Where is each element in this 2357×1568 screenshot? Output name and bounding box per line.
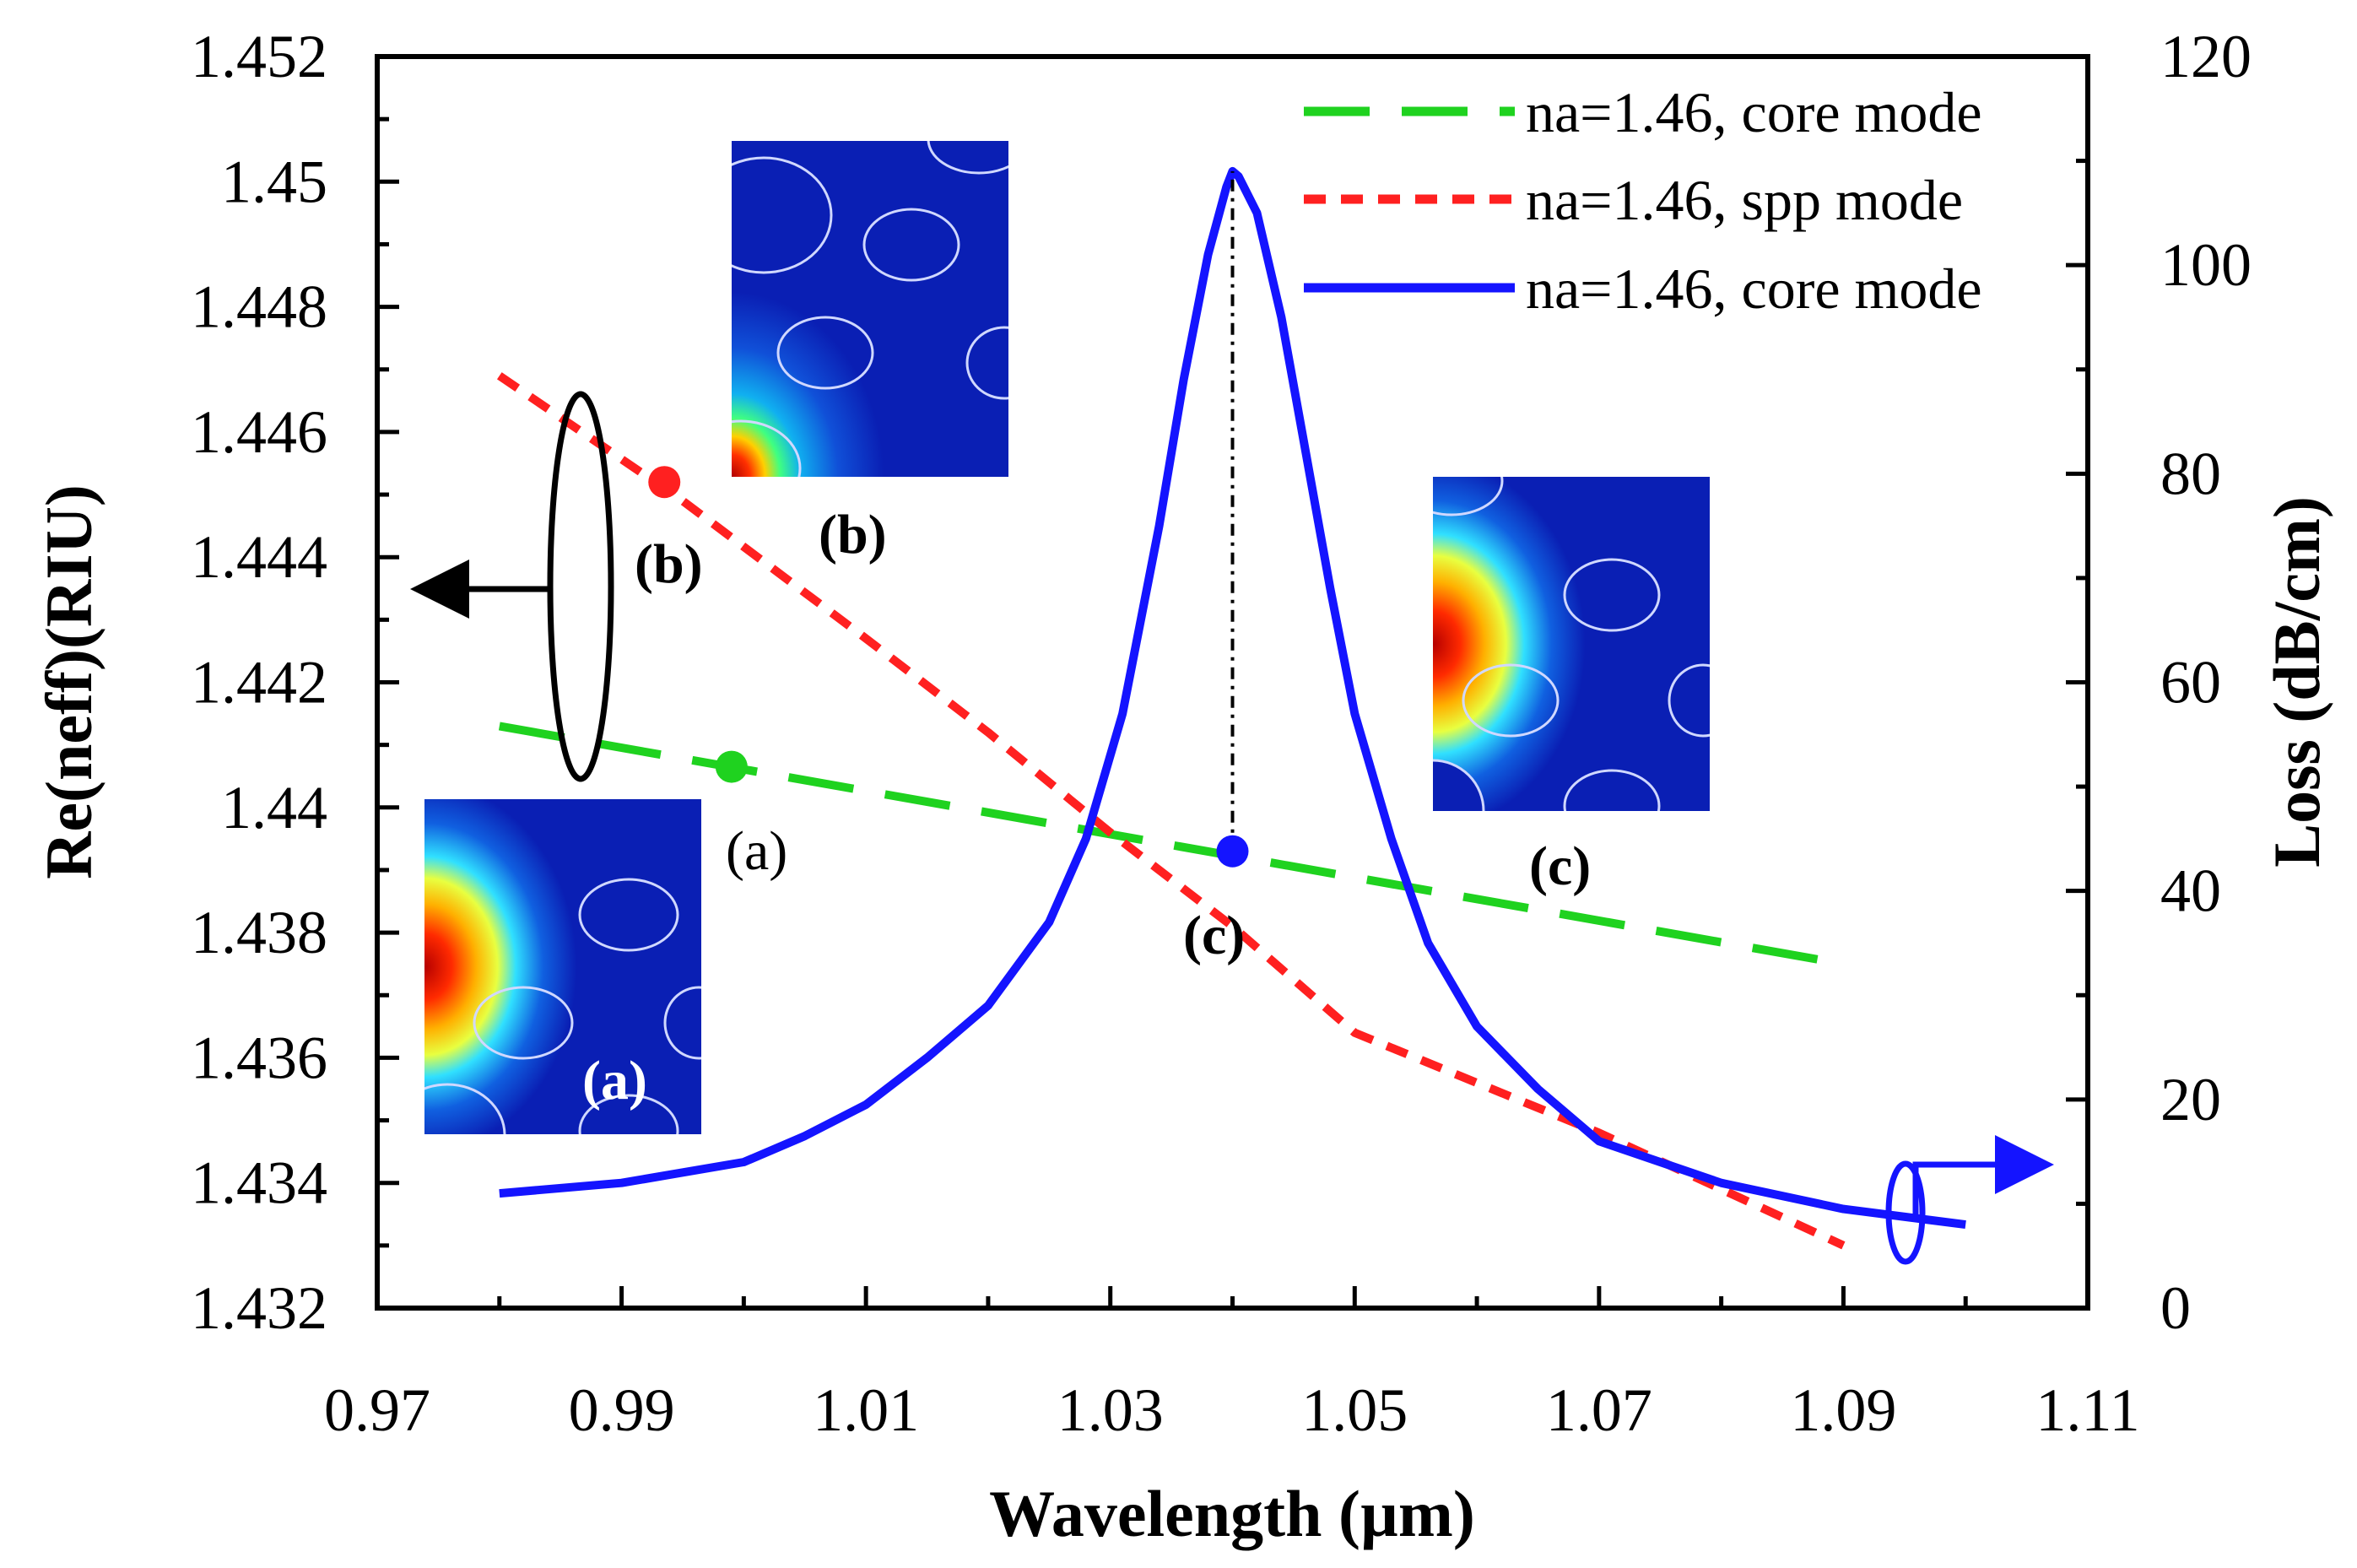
x-axis-title: Wavelength (µm) (989, 1477, 1475, 1550)
y-right-tick-label: 80 (2160, 440, 2221, 507)
annotations (648, 170, 1249, 868)
marker-1 (648, 466, 681, 499)
y-left-tick-label: 1.446 (191, 398, 327, 466)
marker-2 (1216, 835, 1249, 868)
y-left-tick-label: 1.432 (191, 1274, 327, 1342)
y-left-tick-label: 1.452 (191, 23, 327, 90)
inset-b (732, 141, 1008, 477)
y-right-tick-label: 0 (2160, 1274, 2191, 1342)
y-right-tick-label: 60 (2160, 649, 2221, 716)
y-left-tick-label: 1.448 (191, 273, 327, 341)
x-tick-label: 1.07 (1546, 1376, 1652, 1444)
series-line-2 (499, 166, 1966, 1230)
inset-b-label: (b) (819, 504, 887, 565)
y-left-tick-label: 1.434 (191, 1149, 327, 1217)
x-tick-label: 1.05 (1301, 1376, 1408, 1444)
legend: na=1.46, core mode na=1.46, spp mode na=… (1304, 80, 1982, 321)
y-left-tick-label: 1.442 (191, 649, 327, 716)
x-tick-label: 1.09 (1790, 1376, 1896, 1444)
y-right-tick-label: 20 (2160, 1066, 2221, 1133)
ticks: 0.97 0.99 1.01 1.03 1.05 1.07 1.09 1.11 1.432 1.4… (191, 23, 2252, 1444)
x-tick-label: 0.99 (569, 1376, 675, 1444)
x-tick-label: 1.11 (2035, 1376, 2139, 1444)
marker-label-c: (c) (1183, 905, 1245, 966)
legend-label-1: na=1.46, spp mode (1526, 168, 1963, 232)
inset-c-label: (c) (1529, 835, 1591, 897)
right-axis-indicator (1885, 1135, 2054, 1265)
y-right-tick-label: 120 (2160, 23, 2252, 90)
x-tick-label: 0.97 (324, 1376, 430, 1444)
right-axis-indicator-ellipse (1885, 1160, 1926, 1265)
y-left-axis-title: Re(neff)(RIU) (32, 484, 105, 879)
y-left-tick-label: 1.436 (191, 1024, 327, 1091)
x-tick-label: 1.01 (813, 1376, 919, 1444)
y-left-tick-label: 1.45 (221, 148, 327, 215)
legend-label-2: na=1.46, core mode (1526, 257, 1982, 321)
inset-a: (a) (424, 799, 701, 1134)
x-tick-label: 1.03 (1057, 1376, 1164, 1444)
y-left-tick-label: 1.44 (221, 774, 327, 841)
y-left-tick-label: 1.444 (191, 523, 327, 591)
y-right-axis-title: Loss (dB/cm) (2260, 496, 2333, 868)
marker-label-b: (b) (635, 533, 703, 595)
marker-label-a: (a) (726, 820, 787, 882)
y-right-tick-label: 40 (2160, 857, 2221, 925)
left-axis-indicator-ellipse (547, 391, 614, 782)
right-axis-arrow (1912, 1135, 2054, 1219)
left-axis-indicator (410, 391, 614, 782)
legend-label-0: na=1.46, core mode (1526, 80, 1982, 144)
y-left-tick-label: 1.438 (191, 899, 327, 966)
inset-c (1433, 477, 1710, 811)
marker-0 (715, 750, 748, 783)
inset-a-label: (a) (582, 1050, 647, 1111)
y-right-tick-label: 100 (2160, 231, 2252, 299)
